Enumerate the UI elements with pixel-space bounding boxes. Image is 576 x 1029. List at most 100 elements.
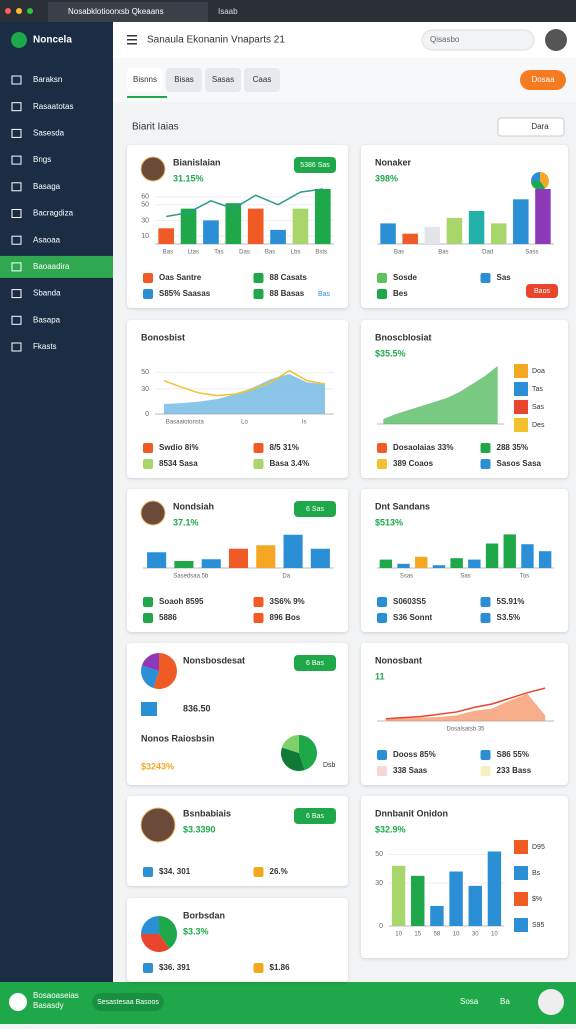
legend-swatch bbox=[480, 613, 491, 623]
tab2[interactable]: Isaab bbox=[218, 7, 238, 16]
nav-item[interactable]: Bacragdiza bbox=[33, 209, 74, 218]
tab-item[interactable] bbox=[127, 68, 163, 92]
badge-text: 5386 Sas bbox=[300, 162, 330, 169]
nav-icon bbox=[11, 155, 22, 165]
card-value: 836.50 bbox=[183, 703, 211, 713]
button-text: Dosaa bbox=[531, 75, 555, 84]
legend-swatch bbox=[377, 613, 387, 623]
x-label: 15 bbox=[414, 932, 421, 938]
legend-text: Sas bbox=[497, 273, 512, 282]
x-label: Dosalsatsb 35 bbox=[446, 727, 485, 733]
badge[interactable] bbox=[294, 157, 336, 173]
footer-avatar[interactable] bbox=[538, 989, 564, 1015]
legend-swatch bbox=[143, 273, 153, 283]
bar bbox=[380, 223, 396, 244]
nav-item[interactable]: Asaoaa bbox=[33, 235, 61, 244]
tab-text: Sasas bbox=[212, 75, 234, 84]
side-text: S95 bbox=[532, 922, 545, 929]
legend-swatch bbox=[143, 459, 153, 469]
legend-text: Oas Santre bbox=[159, 273, 202, 282]
bar bbox=[513, 199, 529, 244]
legend-text: $1.86 bbox=[270, 963, 291, 972]
bar bbox=[485, 543, 499, 568]
footer-pill[interactable] bbox=[92, 993, 164, 1011]
bar bbox=[468, 211, 485, 244]
y-tick-label: 30 bbox=[375, 880, 383, 887]
avatar[interactable] bbox=[545, 29, 567, 51]
pie-slice bbox=[540, 172, 549, 189]
card-title: Borbsdan bbox=[183, 910, 225, 920]
side-chip bbox=[514, 866, 528, 880]
card: Nonosbant 11 Dosalsatsb 35 Dooss 85% S86 55%… bbox=[361, 643, 568, 785]
nav-item[interactable]: Sbanda bbox=[33, 289, 61, 298]
legend-text: $36. 391 bbox=[159, 963, 191, 972]
footer bbox=[0, 982, 576, 1024]
badge[interactable] bbox=[294, 501, 336, 517]
x-label: Bsts bbox=[315, 250, 327, 256]
nav-icon bbox=[11, 128, 22, 138]
card: Nonsbosdesat 836.50 6 Bas Nonos Raiosbsin $3… bbox=[127, 643, 348, 785]
bar bbox=[147, 552, 167, 568]
footer-pill-text: Sesastesaa Basoos bbox=[97, 999, 159, 1006]
legend-text: Bes bbox=[393, 289, 408, 298]
menu bbox=[127, 43, 137, 45]
legend-text: Dooss 85% bbox=[393, 750, 436, 759]
pie-slice bbox=[141, 653, 159, 671]
section-action[interactable] bbox=[497, 117, 565, 137]
pie-slice bbox=[281, 735, 299, 753]
tab-text: Caas bbox=[253, 75, 272, 84]
legend-text: 26.% bbox=[270, 867, 288, 876]
tab[interactable] bbox=[48, 2, 208, 22]
card-value: $513% bbox=[375, 517, 403, 527]
y-tick-label: 60 bbox=[141, 194, 149, 201]
card-subtitle: Nonos Raiosbsin bbox=[141, 733, 215, 743]
badge[interactable] bbox=[294, 808, 336, 824]
legend-text: 8534 Sasa bbox=[159, 459, 198, 468]
card-bg bbox=[127, 796, 348, 886]
search[interactable] bbox=[421, 29, 535, 51]
legend-swatch bbox=[377, 766, 387, 776]
bar bbox=[424, 226, 441, 244]
bar bbox=[379, 559, 393, 568]
bar bbox=[503, 534, 516, 568]
button[interactable] bbox=[520, 70, 566, 90]
x-label: Basaaiotonsta bbox=[166, 420, 205, 426]
x-label: Bas bbox=[265, 250, 275, 256]
x-label: Bas bbox=[438, 250, 448, 256]
tab-item[interactable] bbox=[205, 68, 241, 92]
card: Dnt Sandans $513% Ssas Sas Tos S0603S5 5S.91% S… bbox=[361, 489, 568, 632]
card-value: $35.5% bbox=[375, 348, 406, 358]
legend-text: Soaoh 8595 bbox=[159, 597, 204, 606]
side-text: Tas bbox=[532, 386, 543, 393]
dot bbox=[5, 8, 11, 14]
badge[interactable] bbox=[294, 655, 336, 671]
nav-item[interactable]: Basapa bbox=[33, 315, 61, 324]
legend-text: 389 Coaos bbox=[393, 459, 434, 468]
card-title: Nonosbant bbox=[375, 655, 422, 665]
x-label: Das bbox=[239, 250, 250, 256]
nav-item[interactable]: Rasaatotas bbox=[33, 102, 73, 111]
card-bg bbox=[361, 489, 568, 632]
nav-item[interactable]: Sasesda bbox=[33, 129, 65, 138]
pie-slice bbox=[159, 916, 177, 949]
card-bg bbox=[127, 898, 348, 982]
nav-item[interactable]: Bngs bbox=[33, 155, 51, 164]
sidebar bbox=[0, 22, 113, 982]
nav-item[interactable]: Baoaadira bbox=[33, 262, 70, 271]
menu[interactable] bbox=[127, 35, 137, 37]
brand: Noncela bbox=[33, 35, 72, 46]
nav-item[interactable]: Fkasts bbox=[33, 342, 57, 351]
legend-text: 338 Saas bbox=[393, 766, 428, 775]
side-chip bbox=[514, 418, 528, 432]
tab-item[interactable] bbox=[166, 68, 202, 92]
nav-item[interactable]: Baraksn bbox=[33, 75, 62, 84]
card-bg bbox=[361, 145, 568, 308]
tab-item[interactable] bbox=[244, 68, 280, 92]
nav-item[interactable]: Basaga bbox=[33, 182, 61, 191]
card-button[interactable] bbox=[526, 284, 558, 298]
card-title: Bianislaian bbox=[173, 157, 221, 167]
card-value: $3.3390 bbox=[183, 824, 216, 834]
menu bbox=[127, 39, 137, 41]
x-label: 10 bbox=[395, 932, 402, 938]
